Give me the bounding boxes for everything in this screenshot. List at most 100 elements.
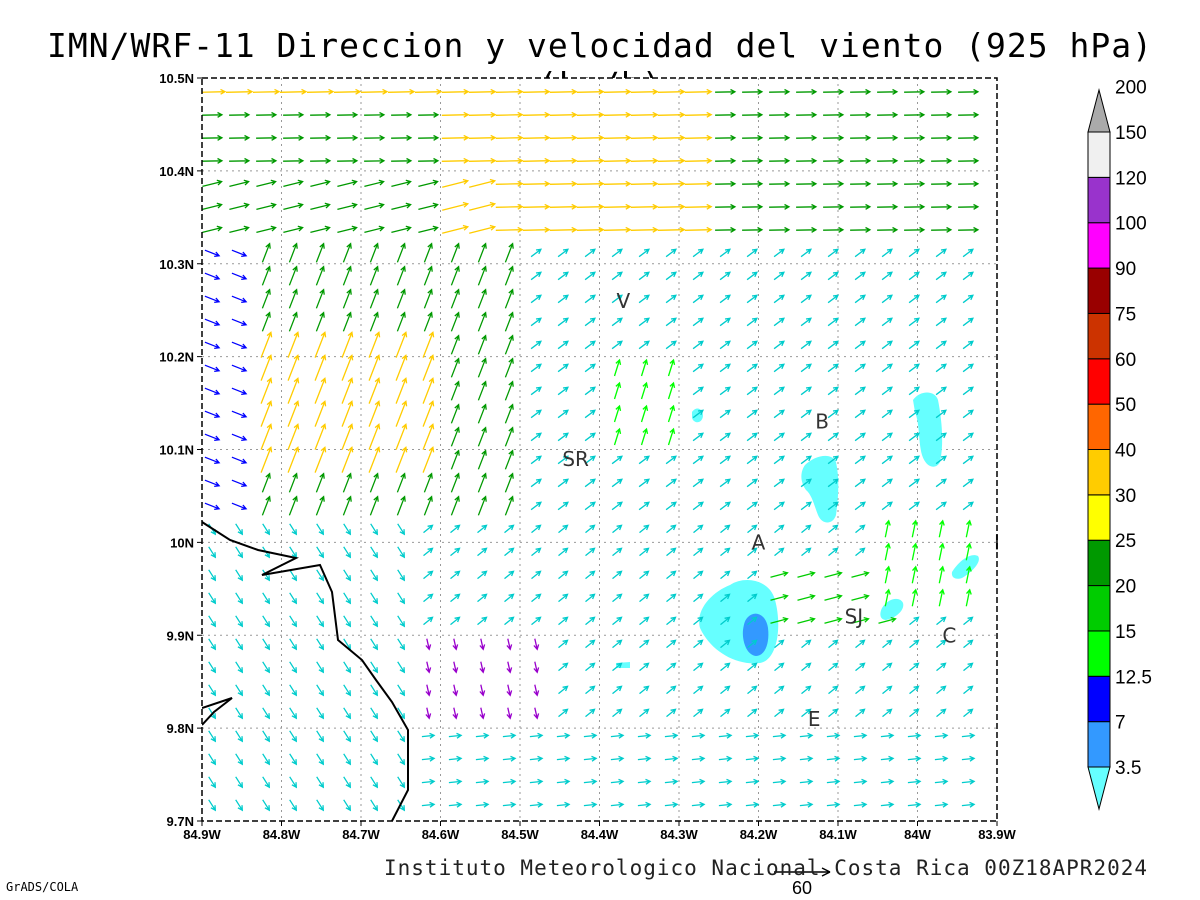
wind-arrow (938, 519, 945, 538)
wind-arrow (391, 157, 413, 164)
wind-arrow (962, 432, 974, 442)
wind-arrow (799, 755, 814, 762)
wind-arrow (796, 226, 818, 233)
wind-arrow (202, 179, 223, 188)
wind-arrow (418, 111, 440, 118)
wind-arrow (962, 248, 974, 258)
wind-arrow (742, 180, 764, 187)
wind-arrow (576, 157, 605, 164)
wind-arrow (310, 179, 331, 188)
wind-arrow (773, 294, 785, 304)
wind-arrow (452, 707, 459, 720)
wind-arrow (529, 755, 544, 762)
wind-arrow (773, 409, 785, 419)
wind-arrow (720, 616, 731, 626)
wind-arrow (720, 570, 731, 580)
wind-arrow (911, 519, 918, 538)
wind-arrow (962, 340, 974, 350)
wind-arrow (450, 616, 461, 626)
wind-arrow (289, 638, 298, 651)
y-tick-label: 10N (170, 535, 194, 550)
wind-arrow (911, 588, 918, 607)
wind-arrow (907, 732, 922, 739)
wind-arrow (585, 708, 596, 718)
wind-arrow (256, 134, 278, 141)
wind-arrow (747, 547, 758, 557)
wind-arrow (691, 755, 706, 762)
city-label: SR (562, 447, 589, 471)
wind-arrow (231, 410, 248, 419)
wind-arrow (235, 638, 244, 651)
wind-arrow (583, 778, 598, 785)
wind-arrow (549, 88, 578, 95)
wind-arrow (477, 242, 487, 263)
wind-arrow (720, 639, 731, 649)
wind-arrow (585, 524, 596, 534)
wind-arrow (962, 363, 974, 373)
wind-arrow (235, 592, 244, 605)
x-tick-label: 84.5W (501, 827, 539, 842)
wind-arrow (202, 157, 224, 164)
wind-arrow (397, 592, 406, 605)
wind-arrow (287, 400, 300, 427)
wind-arrow (603, 134, 632, 141)
colorbar-label: 20 (1115, 577, 1136, 598)
wind-arrow (531, 570, 542, 580)
wind-arrow (851, 593, 870, 601)
wind-arrow (693, 616, 704, 626)
wind-arrow (640, 381, 649, 400)
colorbar-box (1087, 721, 1111, 768)
wind-arrow (316, 730, 325, 743)
wind-arrow (557, 455, 569, 465)
wind-arrow (558, 570, 569, 580)
wind-arrow (827, 409, 839, 419)
wind-arrow (450, 570, 461, 580)
wind-arrow (639, 524, 650, 534)
wind-arrow (504, 242, 514, 263)
wind-arrow (504, 288, 514, 309)
wind-arrow (611, 317, 623, 327)
wind-arrow (310, 202, 331, 211)
wind-arrow (235, 569, 244, 582)
wind-arrow (693, 708, 704, 718)
wind-arrow (531, 593, 542, 603)
wind-arrow (283, 225, 304, 234)
wind-arrow (935, 271, 947, 281)
wind-arrow (208, 592, 217, 605)
wind-arrow (657, 226, 686, 233)
wind-arrow (638, 294, 650, 304)
wind-arrow (826, 732, 841, 739)
wind-arrow (827, 294, 839, 304)
wind-arrow (640, 404, 649, 423)
x-tick-label: 84.8W (263, 827, 301, 842)
wind-arrow (797, 616, 816, 624)
wind-arrow (773, 478, 785, 488)
wind-arrow (235, 661, 244, 674)
wind-arrow (368, 423, 381, 450)
wind-arrow (904, 111, 926, 118)
wind-arrow (693, 570, 704, 580)
wind-arrow (502, 801, 517, 808)
wind-arrow (881, 455, 893, 465)
wind-arrow (314, 400, 327, 427)
wind-arrow (529, 801, 544, 808)
wind-arrow (911, 542, 918, 561)
wind-arrow (450, 380, 460, 401)
shade-region-irazu (913, 392, 943, 467)
wind-arrow (506, 707, 513, 720)
wind-arrow (666, 662, 677, 672)
wind-arrow (965, 542, 972, 561)
wind-arrow (504, 265, 514, 286)
wind-arrow (557, 317, 569, 327)
wind-arrow (529, 732, 544, 739)
wind-arrow (692, 478, 704, 488)
wind-arrow (368, 446, 381, 473)
wind-arrow (504, 426, 514, 447)
wind-arrow (638, 501, 650, 511)
wind-arrow (450, 426, 460, 447)
wind-arrow (202, 134, 224, 141)
wind-arrow (746, 386, 758, 396)
wind-arrow (963, 708, 974, 718)
wind-arrow (397, 523, 406, 536)
wind-arrow (530, 317, 542, 327)
